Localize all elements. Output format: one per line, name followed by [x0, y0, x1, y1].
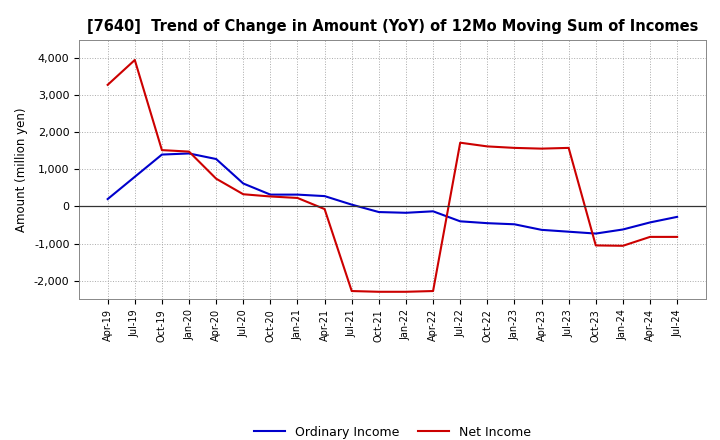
Ordinary Income — [564, 229, 573, 235]
Ordinary Income — [402, 210, 410, 216]
Ordinary Income — [374, 209, 383, 215]
Net Income — [130, 57, 139, 62]
Ordinary Income — [591, 231, 600, 236]
Title: [7640]  Trend of Change in Amount (YoY) of 12Mo Moving Sum of Incomes: [7640] Trend of Change in Amount (YoY) o… — [86, 19, 698, 34]
Net Income — [104, 82, 112, 88]
Ordinary Income — [158, 152, 166, 157]
Net Income — [646, 234, 654, 239]
Ordinary Income — [510, 222, 518, 227]
Net Income — [402, 289, 410, 294]
Ordinary Income — [266, 192, 275, 197]
Net Income — [456, 140, 464, 145]
Ordinary Income — [239, 181, 248, 186]
Net Income — [537, 146, 546, 151]
Net Income — [618, 243, 627, 249]
Ordinary Income — [185, 151, 194, 156]
Net Income — [591, 243, 600, 248]
Net Income — [293, 195, 302, 201]
Ordinary Income — [646, 220, 654, 225]
Ordinary Income — [212, 156, 220, 161]
Ordinary Income — [320, 194, 329, 199]
Ordinary Income — [293, 192, 302, 197]
Net Income — [185, 149, 194, 154]
Net Income — [672, 234, 681, 239]
Net Income — [266, 194, 275, 199]
Line: Net Income: Net Income — [108, 60, 677, 292]
Ordinary Income — [672, 214, 681, 220]
Ordinary Income — [104, 196, 112, 202]
Legend: Ordinary Income, Net Income: Ordinary Income, Net Income — [248, 421, 536, 440]
Ordinary Income — [483, 220, 492, 226]
Ordinary Income — [456, 219, 464, 224]
Net Income — [374, 289, 383, 294]
Net Income — [510, 145, 518, 150]
Net Income — [483, 144, 492, 149]
Ordinary Income — [618, 227, 627, 232]
Ordinary Income — [130, 174, 139, 180]
Y-axis label: Amount (million yen): Amount (million yen) — [15, 107, 28, 231]
Net Income — [320, 206, 329, 212]
Net Income — [564, 145, 573, 150]
Ordinary Income — [348, 202, 356, 207]
Net Income — [348, 288, 356, 293]
Ordinary Income — [428, 209, 437, 214]
Net Income — [428, 288, 437, 293]
Net Income — [158, 147, 166, 153]
Net Income — [239, 191, 248, 197]
Ordinary Income — [537, 227, 546, 232]
Net Income — [212, 176, 220, 181]
Line: Ordinary Income: Ordinary Income — [108, 154, 677, 234]
